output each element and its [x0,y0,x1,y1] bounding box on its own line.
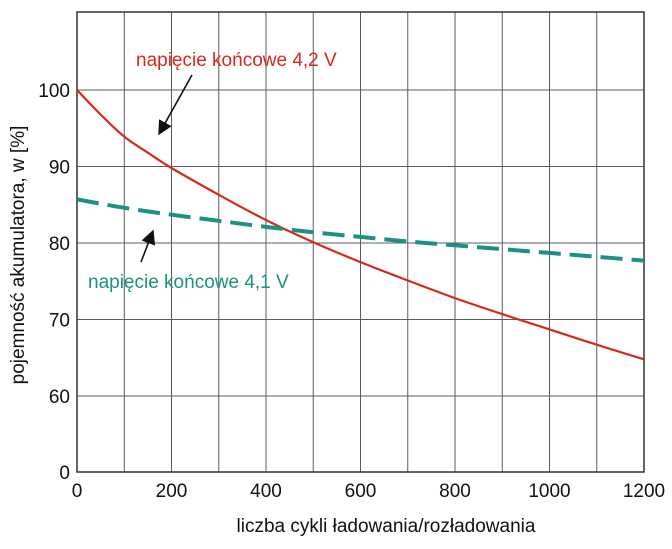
y-tick-label: 70 [49,311,70,332]
plot-frame [76,11,645,473]
y-tick-label: 0 [59,463,70,484]
x-tick-label: 600 [345,481,377,502]
series-line-4-1v [77,197,644,263]
y-axis-title: pojemność akumulatora, w [%] [8,126,29,385]
x-tick-label: 1200 [623,481,665,502]
x-tick-label: 0 [72,481,83,502]
grid [77,12,644,472]
annotation-arrow-4-1v [140,229,156,263]
x-tick-label: 1000 [528,481,570,502]
y-tick-label: 60 [49,387,70,408]
x-tick-label: 800 [439,481,471,502]
y-tick-label: 100 [38,81,70,102]
y-tick-label: 80 [49,234,70,255]
x-tick-label: 400 [250,481,282,502]
annotation-4-2v-label: napięcie końcowe 4,2 V [136,50,337,71]
tick-labels: 0 200 400 600 800 1000 1200 0 60 70 80 90 100 [38,81,665,502]
annotation-arrow-4-2v [158,74,193,136]
series-line-4-2v [77,89,644,361]
annotation-4-1v-label: napięcie końcowe 4,1 V [88,272,289,293]
x-tick-label: 200 [156,481,188,502]
x-axis-title: liczba cykli ładowania/rozładowania [237,516,536,537]
annotations: napięcie końcowe 4,2 V napięcie końcowe … [88,50,337,293]
y-tick-label: 90 [49,158,70,179]
series-layer [77,89,644,361]
